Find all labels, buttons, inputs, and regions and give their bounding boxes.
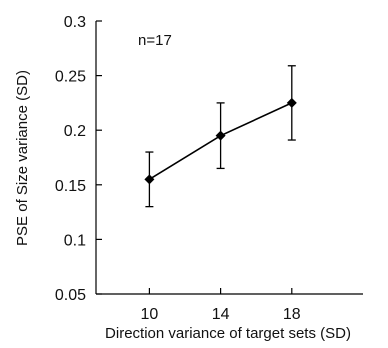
y-tick-label: 0.05 — [55, 287, 86, 304]
x-tick-label: 14 — [212, 306, 230, 323]
data-point — [215, 130, 226, 141]
y-tick-label: 0.2 — [64, 123, 86, 140]
y-tick-label: 0.25 — [55, 69, 86, 86]
plot-area — [144, 65, 297, 208]
x-tick-label: 18 — [283, 306, 301, 323]
y-axis-label: PSE of Size variance (SD) — [14, 70, 31, 246]
y-tick-label: 0.3 — [64, 14, 86, 31]
x-axis-ticks: 10 14 18 — [141, 288, 301, 323]
sample-size-annotation: n=17 — [138, 32, 172, 49]
x-axis-label: Direction variance of target sets (SD) — [105, 325, 351, 342]
y-tick-label: 0.15 — [55, 178, 86, 195]
y-tick-label: 0.1 — [64, 232, 86, 249]
data-point — [144, 174, 155, 185]
x-tick-label: 10 — [141, 306, 159, 323]
y-axis-ticks: 0.05 0.1 0.15 0.2 0.25 0.3 — [55, 14, 102, 304]
data-point — [286, 97, 297, 108]
